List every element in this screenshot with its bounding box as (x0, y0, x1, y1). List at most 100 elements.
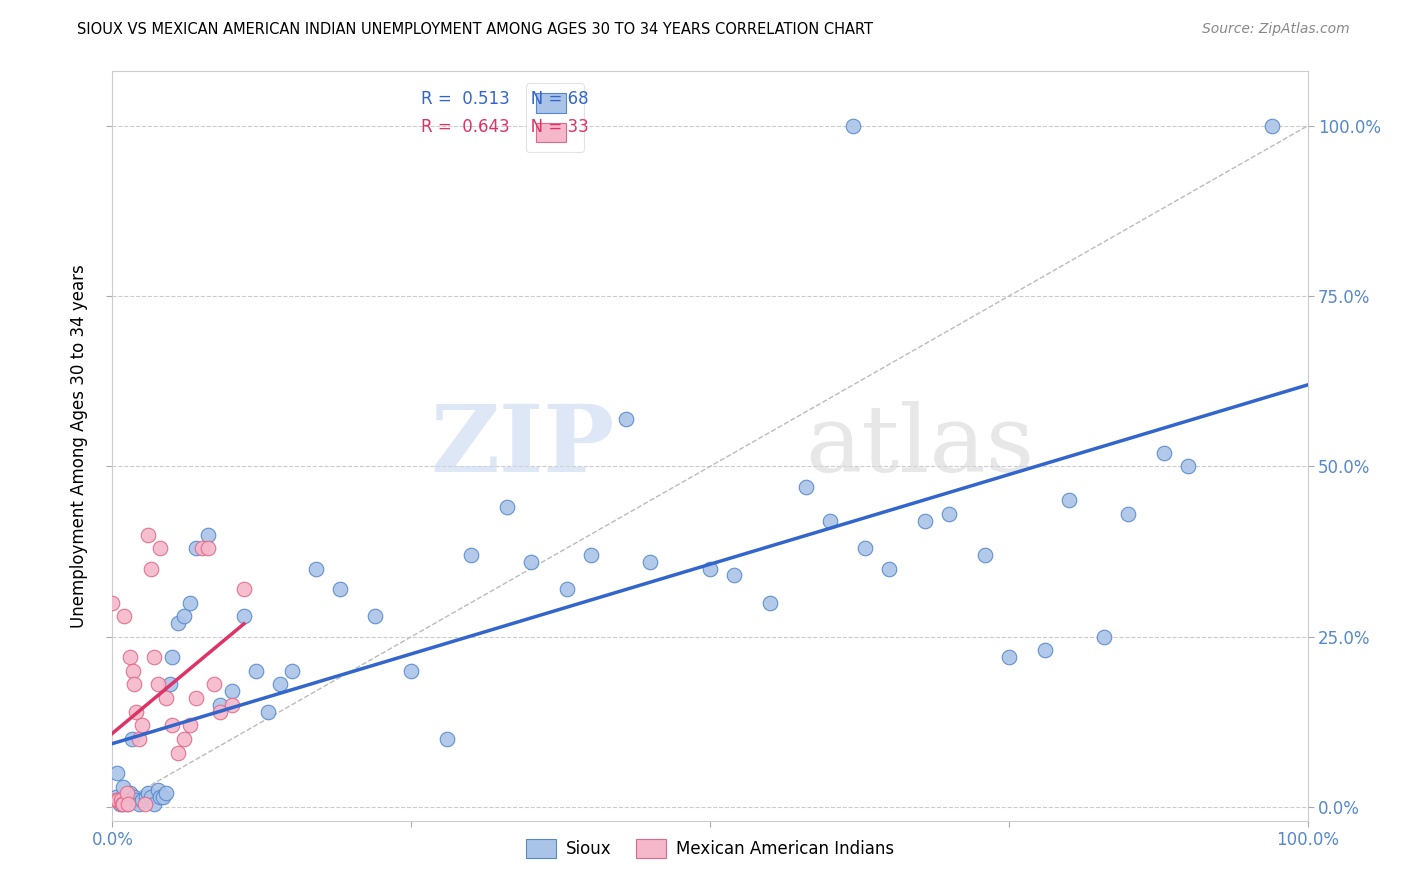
Point (114, 793, 135, 807)
Point (1261, 119, 1284, 133)
Point (117, 797, 139, 811)
Point (221, 684, 243, 698)
Point (221, 698, 243, 712)
Point (179, 718, 201, 732)
Point (105, 789, 128, 804)
Point (640, 555, 662, 569)
Text: R =  0.643    N = 33: R = 0.643 N = 33 (420, 118, 589, 136)
Point (209, 698, 232, 712)
Point (111, 793, 134, 807)
Point (167, 616, 190, 631)
Point (131, 793, 153, 807)
Point (699, 561, 721, 575)
Point (162, 718, 183, 732)
Point (114, 609, 135, 624)
Point (125, 793, 148, 807)
Point (115, 786, 138, 800)
Point (120, 786, 142, 800)
Point (329, 582, 352, 596)
Point (159, 677, 181, 691)
Point (146, 677, 169, 691)
Point (186, 541, 208, 556)
Point (111, 797, 134, 811)
Point (364, 609, 387, 624)
Point (112, 797, 135, 811)
Point (125, 705, 148, 719)
Point (233, 609, 256, 624)
Text: SIOUX VS MEXICAN AMERICAN INDIAN UNEMPLOYMENT AMONG AGES 30 TO 34 YEARS CORRELAT: SIOUX VS MEXICAN AMERICAN INDIAN UNEMPLO… (77, 22, 873, 37)
Point (938, 507, 960, 521)
Point (128, 731, 150, 746)
Point (759, 596, 782, 610)
Point (134, 797, 156, 811)
Point (520, 555, 543, 569)
Point (1094, 630, 1116, 644)
Point (496, 500, 519, 515)
Point (281, 664, 304, 678)
Point (1057, 493, 1080, 508)
Point (401, 664, 423, 678)
Point (149, 789, 172, 804)
Point (135, 789, 157, 804)
Point (105, 766, 128, 780)
Point (138, 527, 160, 541)
Point (152, 789, 174, 804)
Point (122, 789, 145, 804)
Point (1177, 459, 1199, 474)
Point (162, 650, 183, 665)
Point (121, 731, 143, 746)
Point (616, 411, 638, 425)
Legend: Sioux, Mexican American Indians: Sioux, Mexican American Indians (519, 832, 901, 864)
Point (257, 705, 280, 719)
Point (974, 548, 997, 562)
Point (305, 561, 328, 575)
Point (101, 596, 124, 610)
Point (120, 650, 142, 665)
Point (842, 119, 865, 133)
Point (179, 596, 201, 610)
Point (138, 786, 160, 800)
Point (107, 793, 129, 807)
Point (155, 786, 177, 800)
Point (155, 691, 177, 706)
Point (460, 548, 482, 562)
Point (115, 797, 138, 811)
Point (139, 561, 162, 575)
Point (197, 541, 219, 556)
Point (139, 789, 162, 804)
Point (855, 541, 877, 556)
Point (149, 541, 172, 556)
Point (143, 797, 166, 811)
Point (269, 677, 291, 691)
Point (112, 780, 135, 794)
Point (794, 480, 817, 494)
Point (191, 541, 214, 556)
Text: R =  0.513    N = 68: R = 0.513 N = 68 (420, 90, 589, 108)
Y-axis label: Unemployment Among Ages 30 to 34 years: Unemployment Among Ages 30 to 34 years (70, 264, 89, 628)
Point (173, 731, 195, 746)
Text: ZIP: ZIP (430, 401, 614, 491)
Point (107, 793, 129, 807)
Point (105, 793, 128, 807)
Point (108, 797, 131, 811)
Point (914, 514, 936, 528)
Point (879, 561, 901, 575)
Point (1153, 446, 1175, 460)
Point (110, 793, 132, 807)
Point (202, 677, 225, 691)
Point (186, 691, 208, 706)
Point (1118, 507, 1140, 521)
Point (122, 677, 145, 691)
Point (555, 582, 578, 596)
Point (146, 783, 169, 797)
Text: Source: ZipAtlas.com: Source: ZipAtlas.com (1202, 22, 1350, 37)
Point (167, 746, 190, 760)
Point (128, 797, 150, 811)
Text: atlas: atlas (806, 401, 1035, 491)
Point (233, 582, 256, 596)
Point (131, 718, 153, 732)
Point (121, 664, 143, 678)
Point (436, 731, 458, 746)
Point (723, 568, 745, 582)
Point (173, 609, 195, 624)
